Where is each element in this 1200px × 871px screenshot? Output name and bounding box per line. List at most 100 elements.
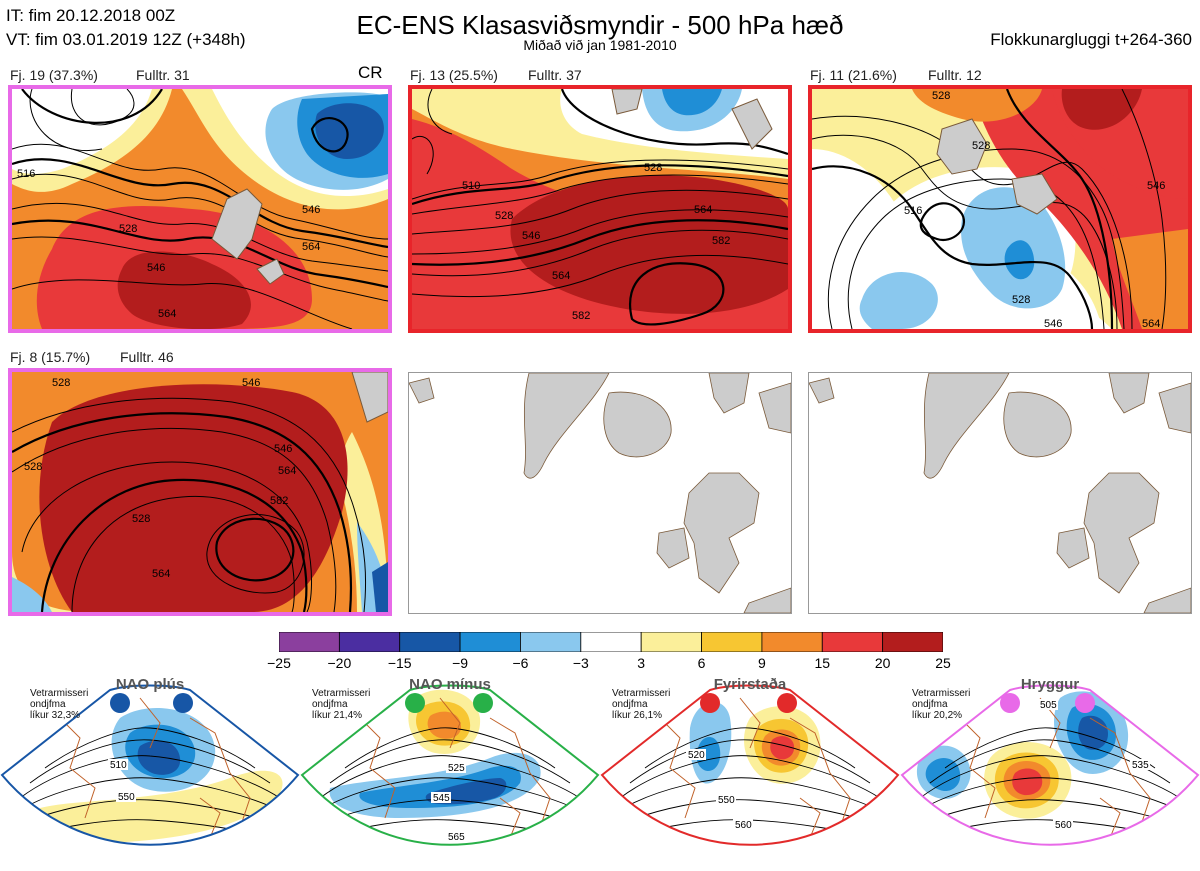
contour-label: 565 [448, 832, 465, 843]
height-contour [11, 799, 289, 829]
height-contour [629, 739, 871, 784]
colorbar [279, 632, 943, 652]
contour-label-bg [733, 819, 753, 830]
colorbar-segment [520, 632, 582, 652]
cluster-4-rep: Fulltr. 46 [120, 349, 174, 365]
regime-name: Fyrirstaða [713, 676, 787, 693]
regime-note-line: Vetrarmisseri [612, 688, 671, 699]
cluster-1-tag: CR [358, 63, 383, 82]
contour-label: 528 [119, 223, 137, 235]
coastline [359, 697, 561, 845]
cluster-3-rep: Fulltr. 12 [928, 67, 982, 83]
contour-label-bg [686, 749, 706, 760]
regime-note-line: líkur 32,3% [30, 710, 81, 721]
contour-label: 528 [972, 140, 990, 152]
cluster-map-4: 528 528 546 546 564 582 528 564 [8, 368, 392, 616]
contour-label: 550 [718, 795, 735, 806]
contour-label: 528 [24, 461, 42, 473]
regime-marker [173, 693, 193, 713]
valid-time: VT: fim 03.01.2019 12Z (+348h) [6, 30, 246, 49]
contour-label: 546 [1147, 180, 1165, 192]
regime-note-line: Vetrarmisseri [30, 688, 89, 699]
coastline [959, 697, 1161, 845]
contour-label: 528 [495, 210, 513, 222]
contour-label: 510 [462, 180, 480, 192]
contour-label-bg [1053, 819, 1073, 830]
colorbar-segment [821, 632, 884, 652]
contour-label: 528 [52, 377, 70, 389]
regime-marker [473, 693, 493, 713]
regime-note-line: ondjfma [612, 699, 648, 710]
colorbar-segment [338, 632, 401, 652]
contour-label: 516 [904, 205, 922, 217]
regime-note: Vetrarmisseri ondjfma líkur 21,4% [312, 688, 370, 721]
regime-name: NAO mínus [409, 676, 491, 693]
height-contour [911, 799, 1189, 829]
contour-label-bg [1130, 759, 1150, 770]
cluster-map-1: 516 528 546 564 546 564 [8, 85, 392, 333]
cluster-4-label: Fj. 8 (15.7%) [10, 349, 91, 365]
regime-marker [110, 693, 130, 713]
regime-panel-3: 520 550 560 Fyrirstaða Vetrarmisseri ondjfma l… [600, 676, 900, 870]
contour-label: 516 [17, 168, 35, 180]
contour-label: 582 [712, 235, 730, 247]
colorbar-tick-label: −25 [267, 655, 291, 671]
colorbar-tick-label: 3 [637, 655, 646, 671]
regime-note-line: líkur 20,2% [912, 710, 963, 721]
cluster-2-rep: Fulltr. 37 [528, 67, 582, 83]
contour-label: 546 [522, 230, 540, 242]
classification-window: Flokkunargluggi t+264-360 [990, 30, 1192, 49]
regime-note-line: ondjfma [912, 699, 948, 710]
height-contour [919, 755, 1181, 799]
regime-note-line: líkur 21,4% [312, 710, 363, 721]
contour-label: 545 [433, 793, 450, 804]
contour-label: 564 [302, 241, 320, 253]
colorbar-segment [701, 632, 763, 652]
colorbar-segment [761, 632, 823, 652]
contour-label: 528 [132, 513, 150, 525]
contour-label-bg [716, 794, 736, 805]
regime-note: Vetrarmisseri ondjfma líkur 20,2% [912, 688, 970, 721]
height-contour [909, 819, 1191, 844]
colorbar-segment [279, 632, 340, 652]
height-contour [619, 755, 881, 799]
empty-map-panel [808, 372, 1192, 614]
regime-note-line: Vetrarmisseri [312, 688, 371, 699]
regime-frame [300, 684, 600, 846]
contour-label: 546 [302, 204, 320, 216]
contour-label: 546 [1044, 318, 1062, 329]
height-contour [319, 755, 581, 799]
contour-label-bg [446, 762, 466, 773]
contour-label-bg [446, 831, 466, 842]
colorbar-segment [640, 632, 702, 652]
anomaly-area [696, 736, 721, 772]
contour-label: 546 [274, 443, 292, 455]
contour-label: 560 [1055, 820, 1072, 831]
height-contour [611, 799, 889, 829]
colorbar-segment [580, 632, 642, 652]
colorbar-segment [399, 632, 461, 652]
colorbar-segment [459, 632, 521, 652]
coastline [659, 697, 861, 845]
anomaly-area [770, 736, 795, 760]
height-contour [329, 739, 571, 784]
contour-label: 528 [932, 90, 950, 102]
regime-panel-1: 510 550 NAO plús Vetrarmisseri ondjfma líkur … [0, 676, 300, 870]
contour-label: 528 [1012, 294, 1030, 306]
regime-note-line: líkur 26,1% [612, 710, 663, 721]
contour-label: 564 [278, 465, 296, 477]
contour-label: 564 [158, 308, 176, 320]
page-subtitle: Miðað við jan 1981-2010 [523, 37, 677, 53]
contour-label: 528 [644, 162, 662, 174]
cluster-1-label: Fj. 19 (37.3%) [10, 67, 98, 83]
height-contour [19, 755, 281, 799]
cluster-map-3: 528 516 528 546 528 546 564 [808, 85, 1192, 333]
empty-map-panel [408, 372, 792, 614]
contour-label: 546 [242, 377, 260, 389]
regime-marker [1075, 693, 1095, 713]
regime-note: Vetrarmisseri ondjfma líkur 32,3% [30, 688, 88, 721]
contour-label-bg [431, 792, 451, 803]
regime-panel-4: 505 535 560 Hryggur Vetrarmisseri ondjfma líku… [900, 676, 1200, 870]
regime-note-line: ondjfma [312, 699, 348, 710]
anomaly-area [427, 711, 462, 739]
